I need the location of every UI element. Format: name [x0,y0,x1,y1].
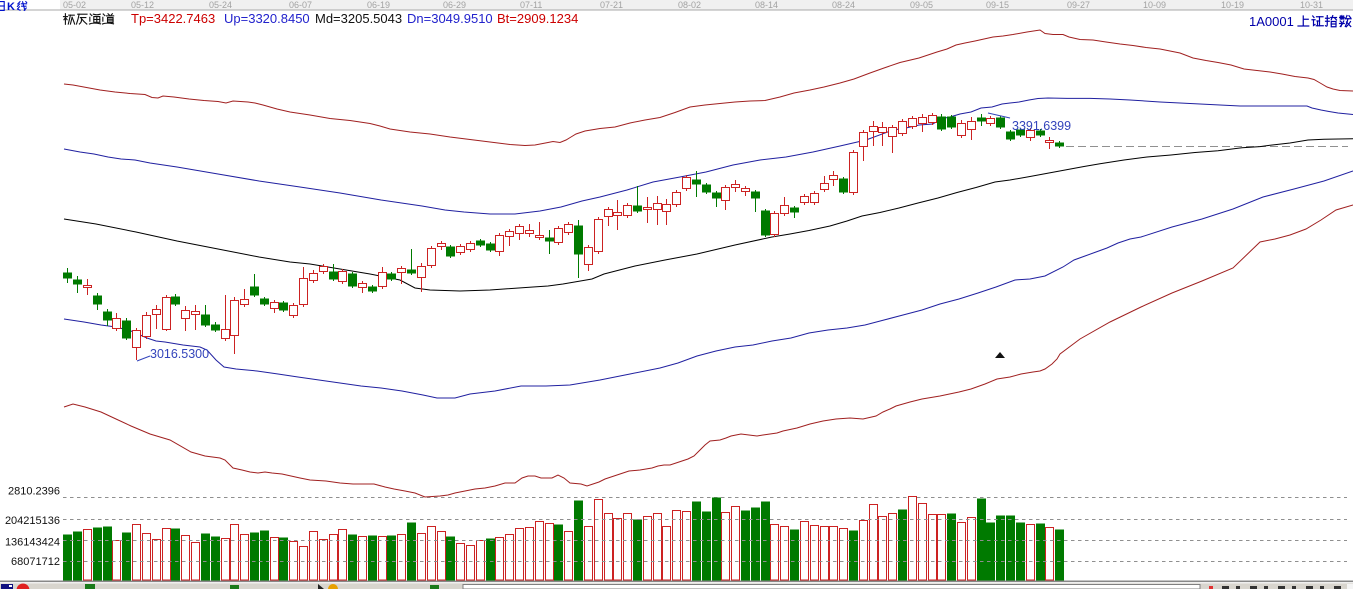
svg-text:09-27: 09-27 [1067,0,1090,10]
svg-text:06-29: 06-29 [443,0,466,10]
svg-text:07-21: 07-21 [600,0,623,10]
svg-text:08-02: 08-02 [678,0,701,10]
svg-text:06-07: 06-07 [289,0,312,10]
svg-text:Tp=3422.7463: Tp=3422.7463 [131,11,215,26]
svg-text:68071712: 68071712 [11,556,60,568]
svg-text:09-05: 09-05 [910,0,933,10]
svg-text:05-24: 05-24 [209,0,232,10]
svg-text:136143424: 136143424 [5,537,60,549]
svg-text:05-12: 05-12 [131,0,154,10]
svg-text:2810.2396: 2810.2396 [8,486,60,498]
svg-text:10-31: 10-31 [1300,0,1323,10]
svg-text:10-19: 10-19 [1221,0,1244,10]
svg-text:08-14: 08-14 [755,0,778,10]
svg-text:05-02: 05-02 [63,0,86,10]
svg-text:08-24: 08-24 [832,0,855,10]
svg-text:K: K [7,1,15,13]
svg-text:204215136: 204215136 [5,515,60,527]
svg-text:1A0001: 1A0001 [1249,14,1294,29]
svg-text:09-15: 09-15 [986,0,1009,10]
svg-text:3391.6399: 3391.6399 [1012,119,1071,133]
svg-text:10-09: 10-09 [1143,0,1166,10]
svg-text:3016.5300: 3016.5300 [150,347,209,361]
svg-text:07-11: 07-11 [520,0,542,10]
svg-text:06-19: 06-19 [367,0,390,10]
svg-text:Dn=3049.9510: Dn=3049.9510 [407,11,493,26]
svg-text:Up=3320.8450: Up=3320.8450 [224,11,310,26]
svg-text:Bt=2909.1234: Bt=2909.1234 [497,11,578,26]
svg-text:Md=3205.5043: Md=3205.5043 [315,11,402,26]
